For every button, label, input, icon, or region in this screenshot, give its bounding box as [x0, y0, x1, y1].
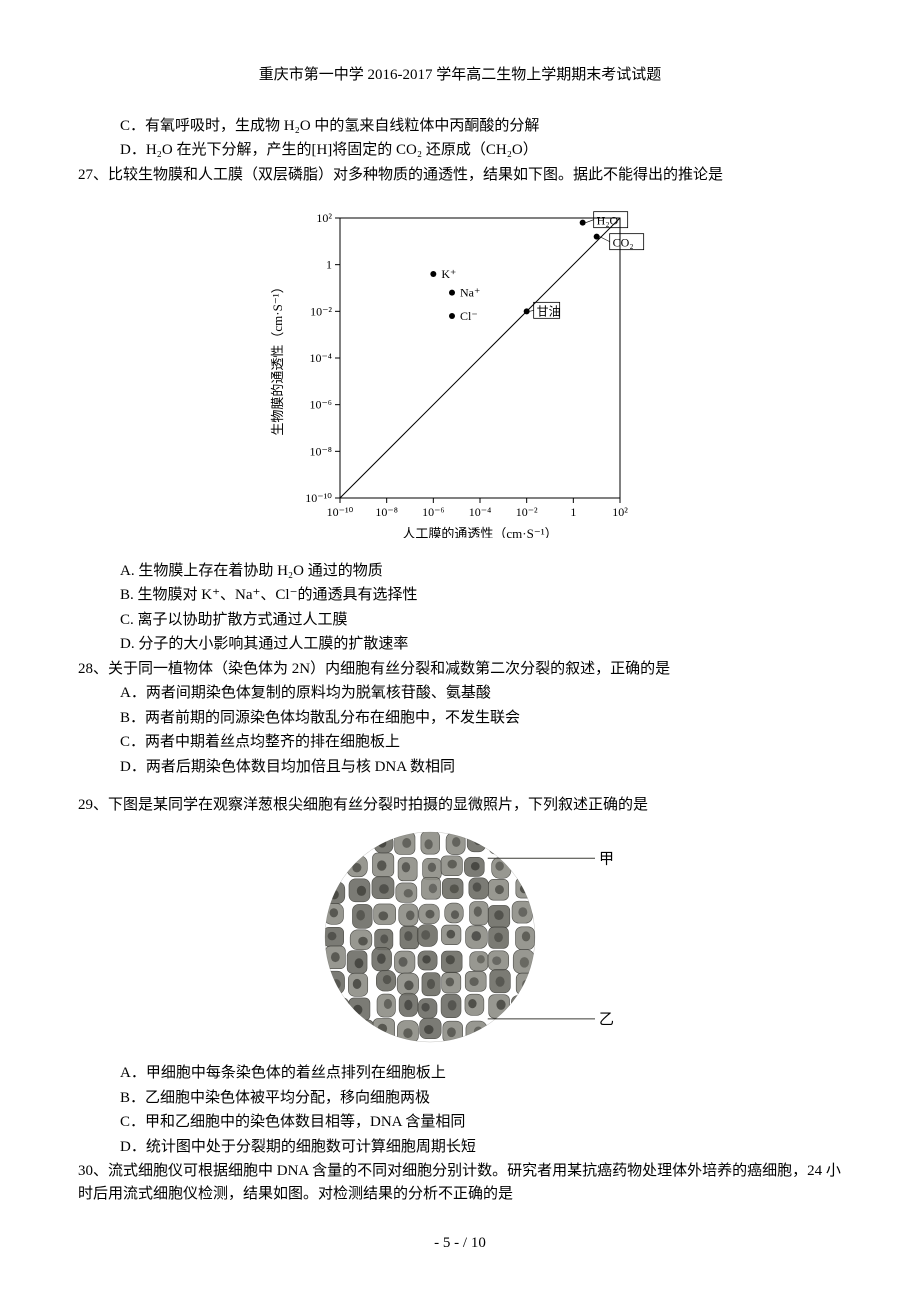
svg-text:人工膜的通透性（cm·S⁻¹）: 人工膜的通透性（cm·S⁻¹） [402, 526, 557, 538]
svg-text:1: 1 [570, 505, 576, 519]
svg-text:10⁻⁴: 10⁻⁴ [469, 505, 492, 519]
q28-option-d: D．两者后期染色体数目均加倍且与核 DNA 数相同 [78, 756, 842, 779]
q27-option-d: D. 分子的大小影响其通过人工膜的扩散速率 [78, 633, 842, 656]
q27-chart: 10⁻¹⁰ 10⁻⁸ 10⁻⁶ 10⁻⁴ 10⁻² 1 10² 10⁻¹⁰ 10⁻⁸ 10⁻⁶ 10… [78, 198, 842, 546]
svg-text:甘油: 甘油 [537, 304, 561, 318]
svg-text:甲: 甲 [599, 851, 614, 867]
q29-option-b: B．乙细胞中染色体被平均分配，移向细胞两极 [78, 1087, 842, 1110]
q30-stem: 30、流式细胞仪可根据细胞中 DNA 含量的不同对细胞分别计数。研究者用某抗癌药… [78, 1160, 842, 1205]
svg-text:10⁻⁶: 10⁻⁶ [422, 505, 445, 519]
q27-option-b: B. 生物膜对 K⁺、Na⁺、Cl⁻的通透具有选择性 [78, 584, 842, 607]
q28-option-a: A．两者间期染色体复制的原料均为脱氧核苷酸、氨基酸 [78, 682, 842, 705]
q29-micrograph: 甲乙 [78, 827, 842, 1055]
q28-stem: 28、关于同一植物体（染色体为 2N）内细胞有丝分裂和减数第二次分裂的叙述，正确… [78, 658, 842, 681]
q27-option-a: A. 生物膜上存在着协助 H₂O 通过的物质 [78, 560, 842, 583]
q28-option-b: B．两者前期的同源染色体均散乱分布在细胞中，不发生联会 [78, 707, 842, 730]
q29-option-d: D．统计图中处于分裂期的细胞数可计算细胞周期长短 [78, 1136, 842, 1159]
q29-stem: 29、下图是某同学在观察洋葱根尖细胞有丝分裂时拍摄的显微照片，下列叙述正确的是 [78, 794, 842, 817]
svg-text:10²: 10² [612, 505, 628, 519]
svg-text:1: 1 [326, 258, 332, 272]
svg-text:10⁻⁸: 10⁻⁸ [309, 444, 332, 458]
svg-text:乙: 乙 [599, 1011, 614, 1027]
svg-text:10²: 10² [316, 211, 332, 225]
svg-text:10⁻⁶: 10⁻⁶ [309, 398, 332, 412]
svg-text:生物膜的通透性（cm·S⁻¹）: 生物膜的通透性（cm·S⁻¹） [270, 280, 285, 435]
svg-text:CO₂: CO₂ [613, 236, 634, 250]
svg-text:H₂O: H₂O [597, 214, 619, 228]
page-footer: - 5 - / 10 [0, 1232, 920, 1255]
svg-text:10⁻⁴: 10⁻⁴ [309, 351, 332, 365]
svg-text:K⁺: K⁺ [441, 267, 456, 281]
svg-text:Na⁺: Na⁺ [460, 286, 480, 300]
svg-text:10⁻²: 10⁻² [310, 304, 332, 318]
q26-option-d: D．H₂O 在光下分解，产生的[H]将固定的 CO₂ 还原成（CH₂O） [78, 139, 842, 162]
q29-option-c: C．甲和乙细胞中的染色体数目相等，DNA 含量相同 [78, 1111, 842, 1134]
svg-text:Cl⁻: Cl⁻ [460, 309, 478, 323]
q26-option-c: C．有氧呼吸时，生成物 H₂O 中的氢来自线粒体中丙酮酸的分解 [78, 115, 842, 138]
q29-option-a: A．甲细胞中每条染色体的着丝点排列在细胞板上 [78, 1062, 842, 1085]
q27-option-c: C. 离子以协助扩散方式通过人工膜 [78, 609, 842, 632]
svg-text:10⁻²: 10⁻² [516, 505, 538, 519]
q28-option-c: C．两者中期着丝点均整齐的排在细胞板上 [78, 731, 842, 754]
svg-text:10⁻¹⁰: 10⁻¹⁰ [305, 491, 332, 505]
svg-text:10⁻⁸: 10⁻⁸ [375, 505, 398, 519]
page-header: 重庆市第一中学 2016-2017 学年高二生物上学期期末考试试题 [78, 64, 842, 87]
svg-text:10⁻¹⁰: 10⁻¹⁰ [327, 505, 354, 519]
q27-stem: 27、比较生物膜和人工膜（双层磷脂）对多种物质的通透性，结果如下图。据此不能得出… [78, 164, 842, 187]
